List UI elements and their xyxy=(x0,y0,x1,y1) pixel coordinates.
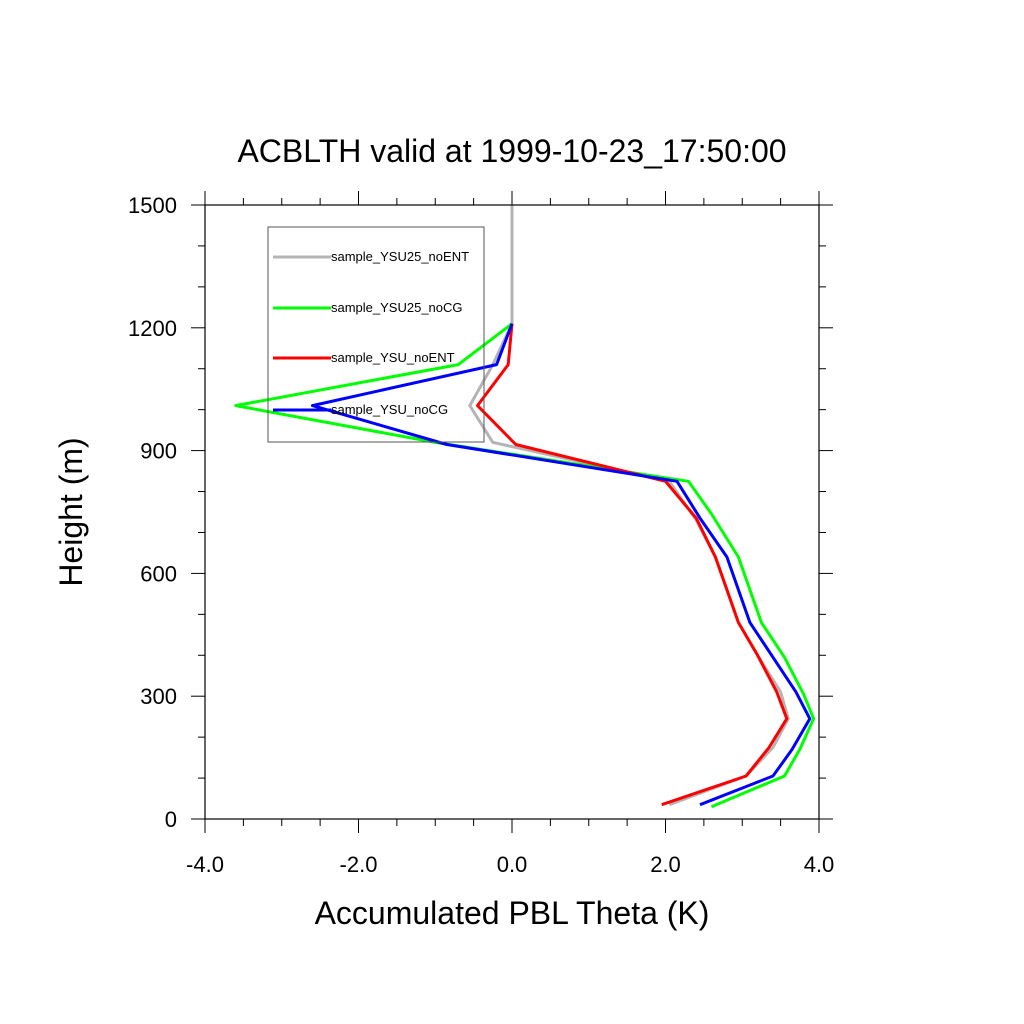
tick-labels: -4.0 -2.0 0.0 2.0 4.0 0 300 600 900 1200 1500 xyxy=(128,193,834,877)
axis-ticks xyxy=(191,191,833,833)
x-axis-title: Accumulated PBL Theta (K) xyxy=(315,895,710,931)
x-tick-label: -2.0 xyxy=(340,852,378,877)
legend-box xyxy=(267,226,485,443)
legend-label: sample_YSU25_noENT xyxy=(331,249,469,264)
y-tick-label: 0 xyxy=(165,807,177,832)
legend: sample_YSU25_noENT sample_YSU25_noCGsampl… xyxy=(267,226,485,443)
legend-label: sample_YSU_noCG xyxy=(331,402,448,417)
y-tick-label: 1500 xyxy=(128,193,177,218)
x-tick-label: 2.0 xyxy=(650,852,681,877)
y-tick-label: 900 xyxy=(140,439,177,464)
x-tick-label: 0.0 xyxy=(497,852,528,877)
plot-lines xyxy=(234,205,816,809)
series-line-sample_YSU25_noCG xyxy=(234,322,816,809)
y-tick-label: 1200 xyxy=(128,316,177,341)
series-line-sample_YSU_noCG xyxy=(310,323,812,807)
legend-label: sample_YSU25_noCG xyxy=(331,300,463,315)
y-tick-label: 600 xyxy=(140,561,177,586)
series-line-sample_YSU25_noENT xyxy=(468,205,790,807)
legend-label: sample_YSU_noENT xyxy=(331,350,455,365)
y-tick-label: 300 xyxy=(140,684,177,709)
x-tick-label: 4.0 xyxy=(804,852,835,877)
y-axis-title: Height (m) xyxy=(53,437,89,586)
x-tick-label: -4.0 xyxy=(186,852,224,877)
chart-title: ACBLTH valid at 1999-10-23_17:50:00 xyxy=(237,133,786,169)
